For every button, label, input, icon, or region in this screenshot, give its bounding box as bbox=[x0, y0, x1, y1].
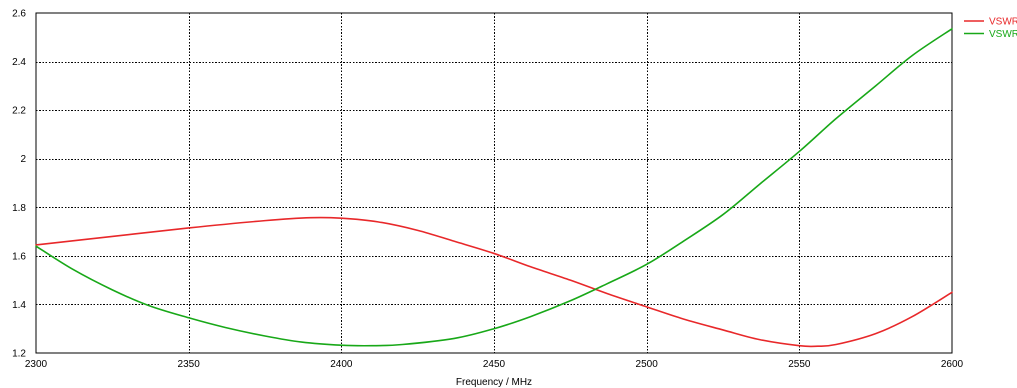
y-axis-tick-labels: 1.2 1.4 1.6 1.8 2 2.2 2.4 2.6 bbox=[12, 9, 26, 360]
grid bbox=[36, 13, 952, 353]
x-axis-tick-labels: 2300 2350 2400 2450 2500 2550 2600 bbox=[25, 359, 964, 370]
x-tick-label: 2400 bbox=[330, 359, 353, 370]
series-line-vswr2 bbox=[35, 27, 953, 347]
x-tick-label: 2450 bbox=[483, 359, 506, 370]
x-tick-label: 2350 bbox=[178, 359, 201, 370]
x-tick-label: 2600 bbox=[941, 359, 964, 370]
series-lines bbox=[35, 27, 953, 348]
y-tick-label: 2.4 bbox=[12, 57, 26, 68]
legend-label-vswr1: VSWR1 bbox=[989, 17, 1017, 28]
y-tick-label: 1.2 bbox=[12, 349, 26, 360]
y-tick-label: 2.6 bbox=[12, 9, 26, 20]
legend-label-vswr2: VSWR2 bbox=[989, 29, 1017, 40]
y-tick-label: 1.8 bbox=[12, 203, 26, 214]
series-line-vswr1 bbox=[35, 216, 953, 348]
y-tick-label: 1.6 bbox=[12, 251, 26, 262]
x-tick-label: 2500 bbox=[636, 359, 659, 370]
x-axis-title: Frequency / MHz bbox=[456, 377, 532, 388]
y-tick-label: 2 bbox=[20, 154, 26, 165]
y-tick-label: 1.4 bbox=[12, 300, 26, 311]
x-tick-label: 2300 bbox=[25, 359, 48, 370]
x-tick-label: 2550 bbox=[788, 359, 811, 370]
plot-area-frame bbox=[35, 12, 953, 354]
y-tick-label: 2.2 bbox=[12, 106, 26, 117]
legend: VSWR1VSWR2 bbox=[964, 17, 1017, 40]
